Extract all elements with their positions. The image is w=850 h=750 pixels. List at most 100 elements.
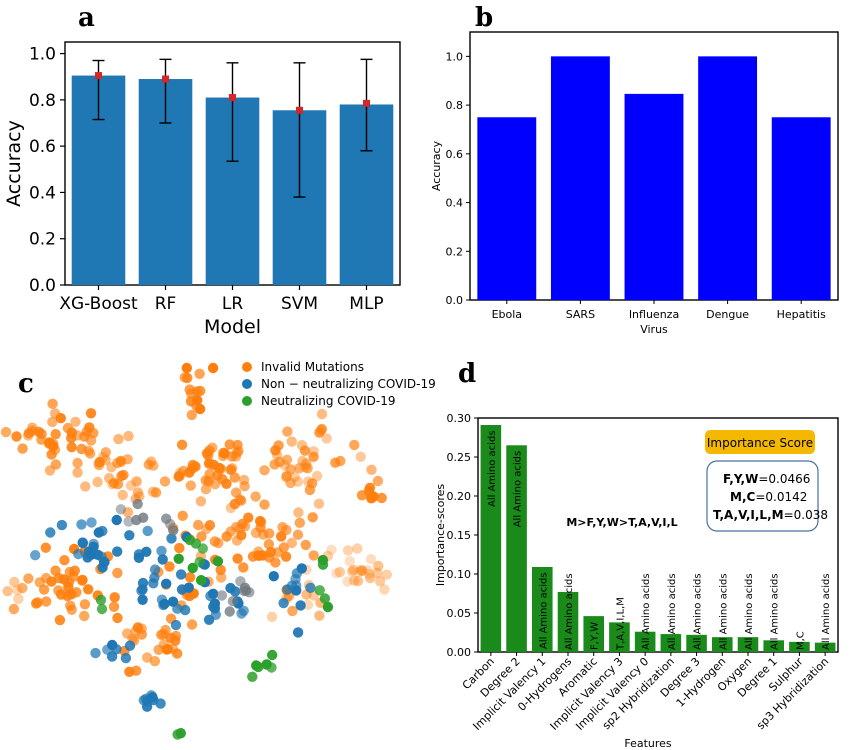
panel-c-point (17, 582, 28, 594)
panel-d-bar-label: All Amino acids (667, 573, 678, 650)
panel-c-point (196, 531, 207, 542)
panel-c-point (161, 578, 172, 589)
panel-c-point (221, 478, 232, 489)
panel-c-point (77, 537, 88, 548)
panel-c-point (216, 572, 227, 583)
panel-c-point (263, 539, 275, 550)
panel-c-point (177, 510, 188, 521)
panel-a-xtick-label: MLP (349, 294, 383, 314)
panel-c-point (295, 600, 306, 611)
panel-c-point (313, 498, 325, 509)
panel-c-point (357, 565, 368, 577)
panel-c-point (186, 619, 198, 630)
panel-c-point (302, 476, 314, 487)
panel-c-point (232, 553, 243, 564)
panel-d-ytick-label: 0.20 (447, 490, 472, 503)
panel-c-point (294, 517, 305, 528)
panel-c-point (175, 569, 187, 580)
panel-c-point (59, 555, 70, 566)
panel-d-ytick-label: 0.00 (447, 646, 472, 659)
panel-c-point (86, 517, 97, 528)
panel-c-point (278, 542, 289, 553)
panel-d-annotation: M>F,Y,W>T,A,V,I,L (566, 516, 677, 529)
panel-d-score-row: F,Y,W=0.0466 (723, 472, 810, 486)
panel-c-point (251, 660, 262, 671)
panel-c-point (304, 484, 316, 496)
panel-b-bar (698, 56, 758, 301)
panel-d-bar-label: All Amino acids (693, 573, 704, 650)
panel-d-bar (737, 637, 759, 652)
panel-b-ytick-label: 0.8 (446, 99, 464, 112)
panel-c-point (292, 627, 304, 638)
panel-c-point (281, 454, 293, 465)
panel-c-point (231, 535, 243, 546)
panel-c-point (194, 368, 205, 379)
panel-c-point (50, 429, 61, 440)
panel-c-point (53, 572, 65, 584)
panel-c-point (250, 527, 262, 539)
panel-c-point (156, 545, 167, 557)
panel-c-point (255, 515, 266, 527)
panel-d-bar-label: All Amino acids (513, 451, 524, 528)
panel-c-point (286, 436, 297, 447)
panel-c-point (122, 628, 133, 639)
panel-c-point (183, 582, 194, 593)
panel-c-point (149, 564, 161, 575)
panel-d-score-key: M,C (730, 490, 756, 504)
panel-c-point (115, 457, 127, 468)
panel-a-xtick-label: RF (155, 294, 177, 314)
panel-c-point (30, 550, 41, 561)
panel-c-point (317, 559, 329, 570)
panel-c-point (209, 536, 221, 547)
panel-c-point (136, 585, 147, 596)
panel-c-point (166, 533, 177, 544)
panel-d-ytick-label: 0.25 (447, 451, 472, 464)
panel-c-point (99, 556, 110, 568)
panel-b-ytick-label: 0.6 (446, 148, 464, 161)
panel-c-point (157, 554, 168, 565)
panel-c-point (321, 433, 332, 444)
panel-d-ytick-label: 0.30 (447, 412, 472, 425)
panel-c-point (96, 603, 108, 615)
panel-c-point (265, 546, 277, 558)
panel-c-point (185, 396, 197, 407)
panel-b-xtick-label: Influenza (629, 308, 679, 321)
panel-d-bar (506, 445, 527, 652)
panel-c-legend-label: Non − neutralizing COVID-19 (261, 377, 436, 391)
panel-c-point (364, 572, 376, 584)
panel-c-point (217, 450, 229, 462)
panel-c-legend-marker (242, 396, 252, 406)
panel-c-point (243, 512, 254, 523)
panel-c-point (141, 546, 152, 557)
panel-c-point (113, 433, 124, 445)
panel-d-legend-title-bg (705, 430, 815, 454)
panel-c-point (207, 588, 219, 599)
panel-c-point (109, 592, 120, 603)
panel-c-point (239, 481, 250, 492)
panel-d-score-value: =0.0142 (755, 490, 807, 504)
panel-c-point (185, 480, 196, 491)
panel-d-bar (480, 425, 502, 652)
panel-c-point (92, 476, 103, 488)
panel-c-point (311, 470, 323, 482)
panel-c-point (352, 575, 364, 587)
panel-c-point (149, 572, 160, 583)
panel-b-bar (477, 117, 537, 300)
panel-b-letter: b (475, 3, 493, 33)
panel-c-point (352, 543, 363, 554)
panel-c-point (292, 476, 303, 487)
panel-c-point (314, 427, 325, 438)
panel-c-point (191, 386, 202, 397)
panel-c-point (116, 470, 127, 482)
panel-a-mean-marker (296, 106, 303, 114)
panel-c-point (17, 443, 28, 454)
panel-a-ytick-label: 0.4 (29, 183, 56, 203)
panel-c-point (308, 550, 319, 561)
panel-c-point (107, 479, 118, 490)
panel-c-point (250, 491, 261, 502)
panel-c-point (259, 499, 270, 510)
panel-c-point (156, 629, 167, 640)
panel-c-point (193, 519, 204, 531)
panel-c-point (158, 639, 170, 650)
panel-c-point (286, 580, 298, 591)
